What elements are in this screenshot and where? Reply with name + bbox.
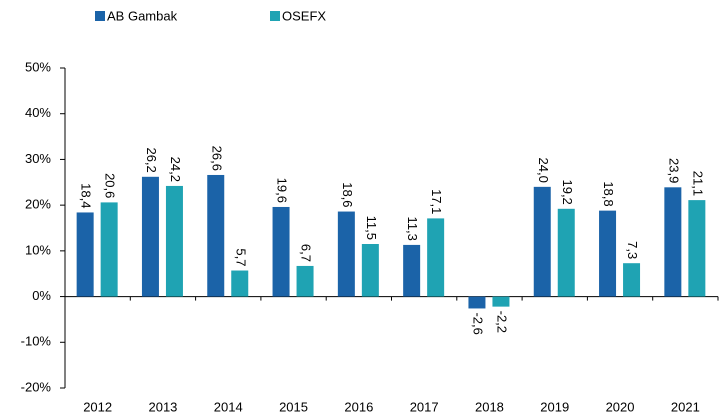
data-label: 11,3 bbox=[405, 217, 420, 241]
bar bbox=[623, 263, 641, 297]
data-label: 23,9 bbox=[666, 158, 681, 183]
data-label: 21,1 bbox=[690, 171, 705, 196]
data-label: 24,0 bbox=[536, 158, 551, 183]
x-tick-label: 2021 bbox=[671, 399, 700, 414]
x-tick-label: 2013 bbox=[148, 399, 177, 414]
legend-swatch bbox=[95, 11, 105, 21]
y-tick-label: 30% bbox=[25, 151, 51, 166]
y-tick-label: 20% bbox=[25, 197, 51, 212]
data-label: -2,6 bbox=[471, 312, 486, 334]
bar bbox=[533, 186, 551, 297]
bar bbox=[272, 206, 290, 297]
bar bbox=[599, 210, 617, 297]
data-label: 18,8 bbox=[601, 181, 616, 206]
bar bbox=[557, 208, 575, 297]
bar bbox=[403, 244, 421, 297]
bar bbox=[100, 202, 118, 297]
bar bbox=[207, 174, 225, 297]
data-label: 19,2 bbox=[560, 179, 575, 204]
bar bbox=[688, 200, 706, 297]
x-tick-label: 2018 bbox=[475, 399, 504, 414]
legend-label: AB Gambak bbox=[107, 8, 178, 23]
y-tick-label: 50% bbox=[25, 59, 51, 74]
data-label: 19,6 bbox=[275, 178, 290, 203]
data-label: 18,6 bbox=[340, 182, 355, 207]
x-tick-label: 2020 bbox=[606, 399, 635, 414]
data-label: 20,6 bbox=[103, 173, 118, 198]
x-tick-label: 2012 bbox=[83, 399, 112, 414]
data-label: 11,5 bbox=[364, 216, 379, 240]
x-tick-label: 2014 bbox=[214, 399, 243, 414]
data-label: 7,3 bbox=[625, 241, 640, 259]
data-label: -2,2 bbox=[495, 311, 510, 333]
bar bbox=[468, 296, 486, 309]
x-tick-label: 2015 bbox=[279, 399, 308, 414]
bar bbox=[337, 211, 355, 297]
x-tick-label: 2019 bbox=[540, 399, 569, 414]
x-tick-label: 2016 bbox=[344, 399, 373, 414]
data-label: 26,6 bbox=[209, 146, 224, 171]
y-tick-label: 10% bbox=[25, 242, 51, 257]
legend-label: OSEFX bbox=[282, 8, 326, 23]
legend-swatch bbox=[270, 11, 280, 21]
y-tick-label: 0% bbox=[32, 288, 51, 303]
data-label: 17,1 bbox=[429, 189, 444, 214]
y-tick-label: -10% bbox=[21, 334, 52, 349]
y-tick-label: 40% bbox=[25, 105, 51, 120]
y-tick-label: -20% bbox=[21, 379, 52, 394]
bar bbox=[76, 212, 94, 297]
data-label: 6,7 bbox=[299, 244, 314, 262]
data-label: 26,2 bbox=[144, 147, 159, 172]
bar bbox=[296, 265, 314, 297]
bar bbox=[427, 218, 445, 297]
bar bbox=[165, 185, 183, 297]
bar bbox=[492, 296, 510, 307]
data-label: 5,7 bbox=[233, 248, 248, 266]
bar bbox=[664, 187, 682, 297]
bar bbox=[231, 270, 249, 297]
bar bbox=[361, 244, 379, 297]
data-label: 18,4 bbox=[79, 183, 94, 208]
data-label: 24,2 bbox=[168, 157, 183, 182]
bar bbox=[141, 176, 159, 297]
x-tick-label: 2017 bbox=[410, 399, 439, 414]
